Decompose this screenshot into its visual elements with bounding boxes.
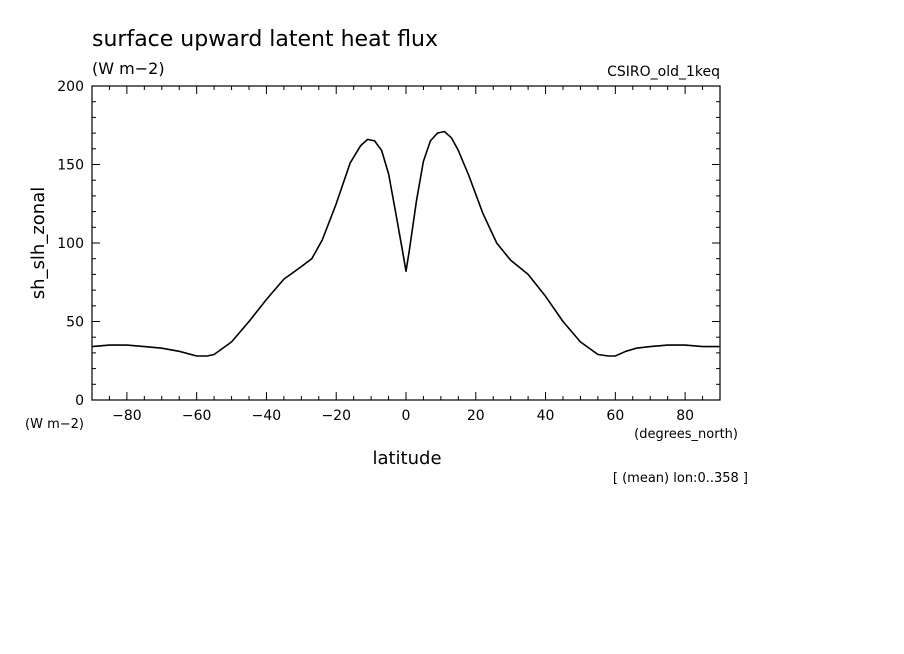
x-tick-label: −80	[112, 408, 142, 424]
x-tick-label: 20	[467, 408, 485, 424]
x-tick-label: −60	[182, 408, 212, 424]
mean-note: [ (mean) lon:0..358 ]	[613, 471, 748, 486]
x-axis-label: latitude	[372, 448, 441, 469]
x-tick-label: −40	[252, 408, 282, 424]
x-tick-label: 60	[606, 408, 624, 424]
y-tick-label: 150	[57, 158, 84, 174]
x-units-label: (degrees_north)	[634, 427, 738, 442]
plot-area: −80 −60 −40 −20 0 20 40 60 80 0 50 100 150 200	[57, 79, 721, 424]
dataset-label: CSIRO_old_1keq	[607, 64, 720, 80]
y-tick-label: 50	[66, 315, 84, 331]
series-line	[91, 130, 720, 357]
y-axis-label: sh_slh_zonal	[28, 187, 49, 299]
x-tick-label: −20	[321, 408, 351, 424]
y-tick-label: 0	[75, 393, 84, 409]
x-tick-label: 80	[676, 408, 694, 424]
y-units-label: (W m−2)	[25, 417, 84, 432]
y-tick-label: 200	[57, 79, 84, 95]
chart-title: surface upward latent heat flux	[92, 27, 438, 52]
chart-units: (W m−2)	[92, 59, 165, 78]
y-tick-label: 100	[57, 236, 84, 252]
x-tick-label: 40	[537, 408, 555, 424]
x-tick-label: 0	[402, 408, 411, 424]
